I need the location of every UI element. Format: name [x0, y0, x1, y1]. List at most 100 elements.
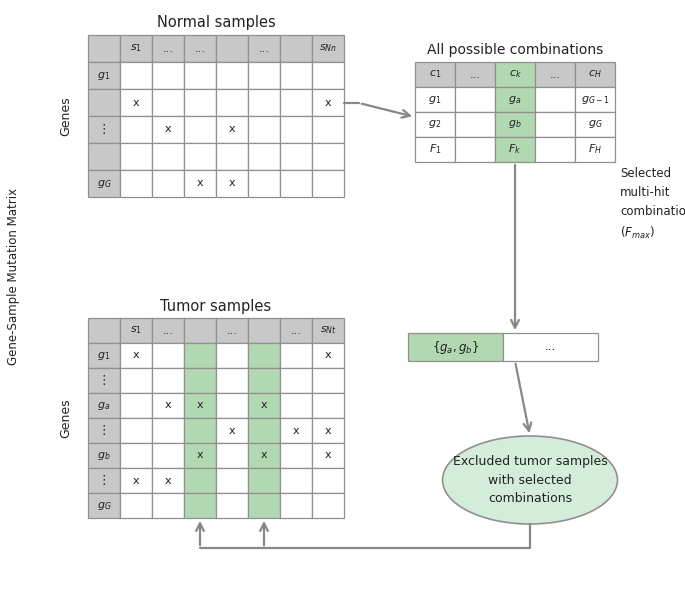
Bar	[495, 112, 535, 137]
Bar	[120, 318, 152, 343]
Bar	[415, 112, 455, 137]
Bar	[248, 418, 280, 443]
Bar	[280, 89, 312, 116]
Text: ⋮: ⋮	[98, 424, 110, 437]
Bar	[312, 89, 344, 116]
Bar	[152, 468, 184, 493]
Bar	[280, 368, 312, 393]
Text: $c_1$: $c_1$	[429, 69, 441, 81]
Bar	[152, 343, 184, 368]
Bar	[280, 62, 312, 89]
Bar	[575, 112, 615, 137]
Bar	[152, 116, 184, 143]
Bar	[216, 393, 248, 418]
Bar	[415, 87, 455, 112]
Bar	[248, 89, 280, 116]
Text: $s_1$: $s_1$	[130, 43, 142, 54]
Bar	[535, 87, 575, 112]
Bar	[216, 343, 248, 368]
Text: Normal samples: Normal samples	[157, 16, 275, 31]
Text: $F_k$: $F_k$	[508, 143, 521, 157]
Bar	[280, 493, 312, 518]
Bar	[575, 87, 615, 112]
Bar	[248, 170, 280, 197]
Text: Genes: Genes	[60, 96, 73, 136]
Bar	[216, 143, 248, 170]
Text: $g_G$: $g_G$	[97, 178, 112, 190]
Text: $g_1$: $g_1$	[97, 350, 111, 361]
Text: x: x	[229, 125, 236, 134]
Text: $g_b$: $g_b$	[97, 450, 111, 462]
Text: x: x	[164, 476, 171, 485]
Bar	[184, 143, 216, 170]
Bar	[152, 62, 184, 89]
Bar	[216, 318, 248, 343]
Bar	[120, 170, 152, 197]
Text: ⋮: ⋮	[98, 123, 110, 136]
Bar	[455, 62, 495, 87]
Bar	[535, 137, 575, 162]
Bar	[312, 143, 344, 170]
Bar	[280, 418, 312, 443]
Bar	[88, 418, 120, 443]
Text: x: x	[229, 179, 236, 188]
Bar	[455, 112, 495, 137]
Bar	[152, 393, 184, 418]
Bar	[280, 170, 312, 197]
Text: x: x	[325, 450, 332, 461]
Bar	[88, 443, 120, 468]
Bar	[280, 143, 312, 170]
Bar	[88, 143, 120, 170]
Bar	[88, 35, 120, 62]
Bar	[535, 112, 575, 137]
Text: ...: ...	[195, 43, 206, 54]
Text: $s_1$: $s_1$	[130, 324, 142, 337]
Bar	[88, 393, 120, 418]
Bar	[312, 116, 344, 143]
Bar	[184, 318, 216, 343]
Bar	[455, 87, 495, 112]
Bar	[312, 318, 344, 343]
Bar	[88, 493, 120, 518]
Text: ...: ...	[549, 69, 560, 79]
Text: x: x	[229, 426, 236, 435]
Text: $g_G$: $g_G$	[588, 119, 602, 131]
Bar	[152, 493, 184, 518]
Text: $F_H$: $F_H$	[588, 143, 602, 157]
Text: ...: ...	[258, 43, 269, 54]
Bar	[495, 87, 535, 112]
Bar	[152, 443, 184, 468]
Bar	[88, 89, 120, 116]
Bar	[184, 468, 216, 493]
Bar	[575, 62, 615, 87]
Bar	[120, 493, 152, 518]
Bar	[312, 170, 344, 197]
Bar	[216, 418, 248, 443]
Bar	[184, 62, 216, 89]
Bar	[152, 418, 184, 443]
Bar	[503, 333, 598, 361]
Bar	[216, 493, 248, 518]
Ellipse shape	[443, 436, 617, 524]
Bar	[120, 89, 152, 116]
Bar	[216, 35, 248, 62]
Bar	[184, 493, 216, 518]
Bar	[152, 318, 184, 343]
Text: $g_1$: $g_1$	[97, 69, 111, 81]
Text: Genes: Genes	[60, 398, 73, 438]
Bar	[495, 137, 535, 162]
Bar	[152, 89, 184, 116]
Bar	[280, 318, 312, 343]
Bar	[280, 393, 312, 418]
Bar	[280, 443, 312, 468]
Bar	[312, 343, 344, 368]
Text: x: x	[133, 476, 139, 485]
Text: $g_1$: $g_1$	[428, 93, 442, 105]
Bar	[216, 62, 248, 89]
Bar	[88, 368, 120, 393]
Bar	[88, 318, 120, 343]
Text: $s_{Nt}$: $s_{Nt}$	[319, 324, 336, 337]
Bar	[184, 418, 216, 443]
Bar	[184, 368, 216, 393]
Text: x: x	[325, 350, 332, 361]
